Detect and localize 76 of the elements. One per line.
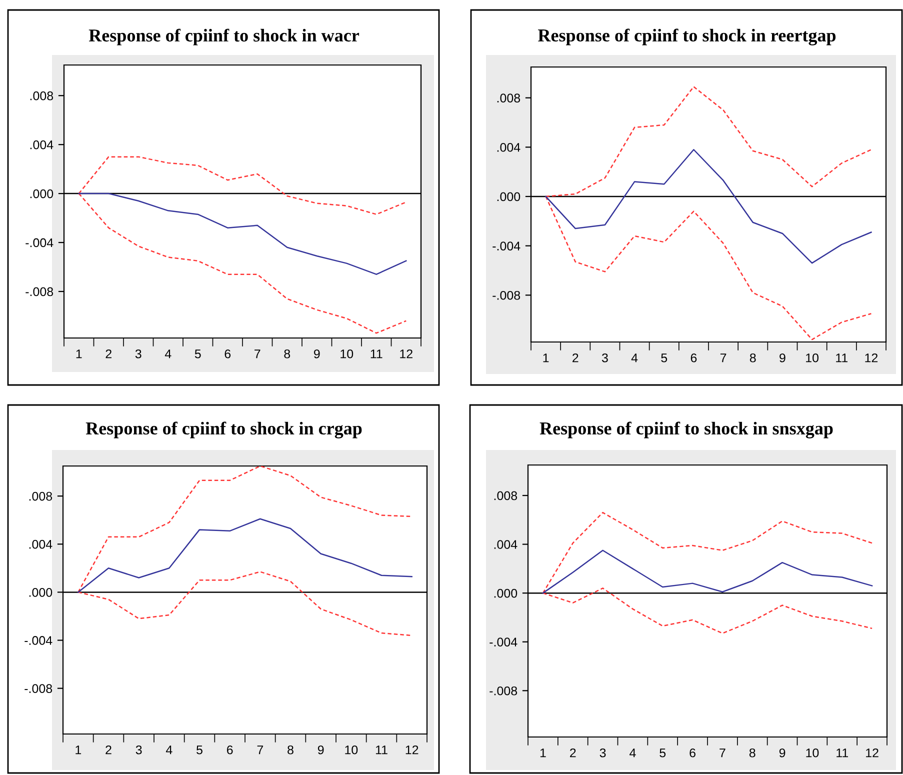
- chart-title: Response of cpiinf to shock in snsxgap: [540, 422, 833, 438]
- y-tick-label: .000: [29, 588, 52, 597]
- x-tick-label: 9: [780, 353, 786, 362]
- y-tick-label: -.008: [26, 287, 54, 296]
- y-tick-label: .000: [497, 192, 520, 202]
- line-series: [545, 149, 872, 264]
- x-tick-label: 7: [257, 746, 264, 754]
- x-tick-label: 4: [630, 748, 636, 758]
- y-tick-label: .004: [494, 540, 518, 549]
- x-tick-label: 7: [720, 748, 726, 758]
- chart-title: Response of cpiinf to shock in reertgap: [538, 28, 836, 46]
- x-tick-label: 1: [76, 746, 82, 754]
- x-tick-label: 12: [406, 745, 418, 754]
- y-tick-label: .000: [494, 588, 518, 598]
- line-series: [542, 550, 873, 594]
- x-tick-label: 2: [570, 748, 576, 758]
- line-series: [78, 518, 412, 593]
- y-tick-label: -.008: [24, 684, 52, 693]
- x-tick-label: 1: [76, 350, 82, 358]
- x-tick-label: 12: [866, 748, 878, 758]
- x-tick-label: 8: [749, 748, 756, 758]
- line-series: [78, 192, 407, 275]
- y-tick-label: .004: [30, 140, 54, 150]
- x-tick-label: 1: [543, 354, 549, 362]
- chart-title: Response of cpiinf to shock in wacr: [88, 28, 360, 46]
- x-tick-label: 6: [226, 745, 233, 754]
- chart-title: Response of cpiinf to shock in crgap: [86, 422, 362, 438]
- x-tick-label: 5: [660, 748, 666, 758]
- x-tick-label: 8: [750, 353, 756, 362]
- y-tick-label: -.004: [26, 238, 54, 248]
- x-tick-label: 2: [572, 353, 578, 362]
- x-tick-label: 4: [166, 746, 172, 754]
- x-tick-label: 8: [288, 745, 294, 754]
- x-tick-label: 5: [661, 354, 668, 362]
- y-tick-label: .008: [494, 491, 518, 500]
- x-tick-label: 3: [602, 353, 608, 362]
- x-tick-label: 11: [836, 748, 848, 758]
- x-tick-label: 10: [345, 745, 358, 754]
- x-tick-label: 10: [340, 349, 354, 358]
- x-tick-label: 5: [194, 350, 201, 358]
- x-tick-label: 12: [865, 353, 878, 362]
- x-tick-label: 9: [779, 748, 786, 758]
- y-tick-label: -.004: [24, 636, 52, 645]
- y-tick-label: .008: [497, 94, 520, 102]
- y-tick-label: -.008: [490, 686, 518, 696]
- y-tick-label: .004: [497, 142, 520, 152]
- y-tick-label: -.004: [490, 638, 518, 647]
- x-tick-label: 6: [690, 353, 697, 362]
- x-tick-label: 10: [806, 748, 819, 758]
- x-tick-label: 3: [600, 748, 606, 758]
- x-tick-label: 11: [836, 354, 848, 362]
- x-tick-label: 6: [224, 349, 231, 358]
- x-tick-label: 2: [106, 349, 112, 358]
- x-tick-label: 11: [370, 350, 382, 358]
- y-tick-label: .008: [29, 492, 52, 501]
- y-tick-label: .008: [30, 91, 54, 100]
- x-tick-label: 1: [540, 748, 546, 758]
- x-tick-label: 10: [806, 353, 819, 362]
- x-tick-label: 2: [106, 745, 112, 754]
- y-tick-label: .004: [29, 540, 52, 549]
- y-tick-label: .000: [30, 189, 54, 198]
- x-tick-label: 9: [318, 745, 324, 754]
- x-tick-label: 7: [254, 350, 260, 358]
- x-tick-label: 8: [284, 349, 290, 358]
- x-tick-label: 12: [400, 349, 412, 358]
- x-tick-label: 11: [376, 746, 388, 754]
- x-tick-label: 4: [631, 354, 638, 362]
- y-tick-label: -.004: [492, 242, 520, 250]
- y-tick-label: -.008: [492, 290, 520, 300]
- x-tick-label: 3: [136, 745, 142, 754]
- x-tick-label: 7: [720, 354, 726, 362]
- x-tick-label: 6: [690, 748, 696, 758]
- x-tick-label: 3: [135, 349, 142, 358]
- x-tick-label: 5: [196, 746, 202, 754]
- x-tick-label: 9: [314, 349, 320, 358]
- x-tick-label: 4: [164, 350, 172, 358]
